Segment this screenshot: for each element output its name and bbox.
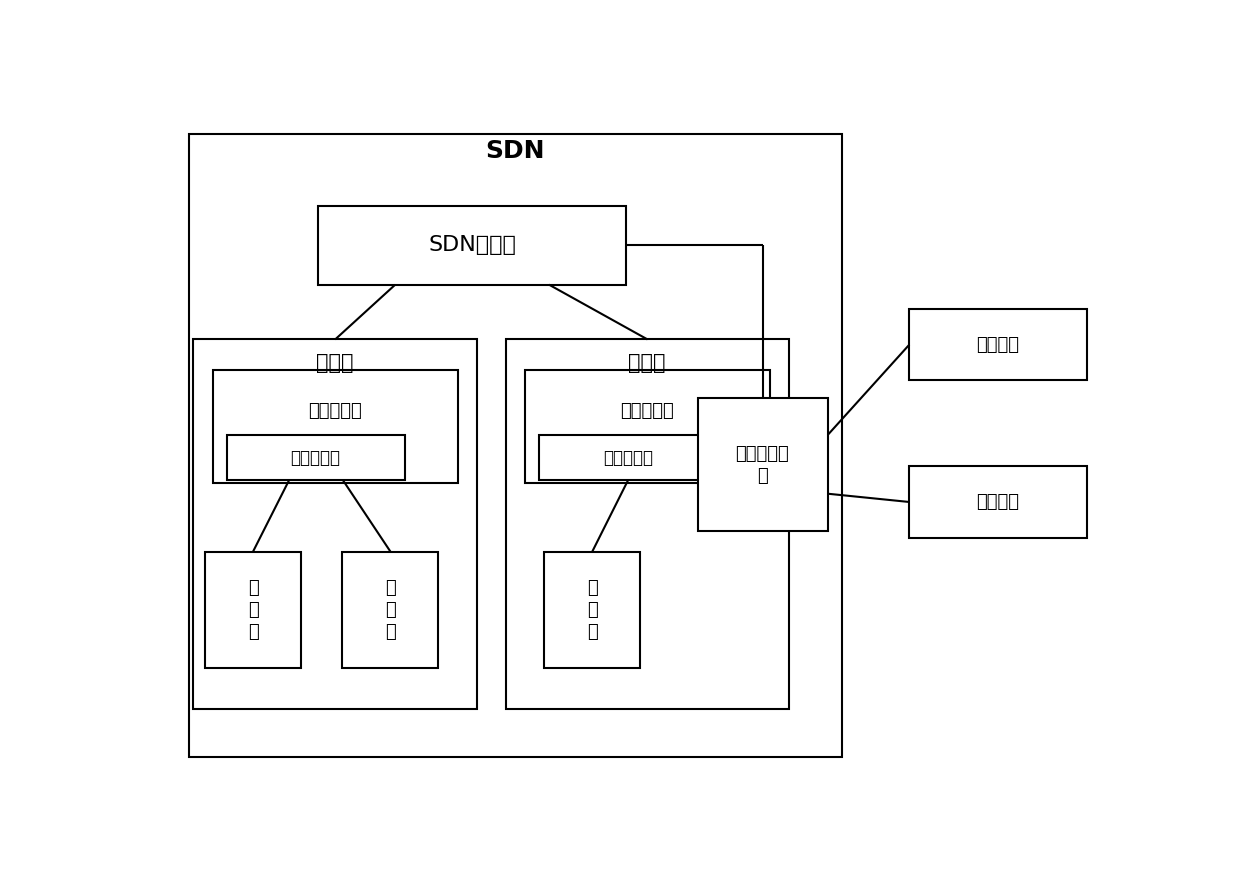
Text: 边界网关: 边界网关 bbox=[976, 493, 1019, 511]
Bar bbox=[188, 134, 842, 757]
Bar bbox=[909, 308, 1087, 380]
Text: 虚
拟
机: 虚 拟 机 bbox=[248, 579, 258, 641]
Text: SDN控制器: SDN控制器 bbox=[428, 235, 516, 255]
Text: 虚
拟
机: 虚 拟 机 bbox=[386, 579, 396, 641]
Bar bbox=[319, 206, 626, 284]
Bar bbox=[909, 466, 1087, 538]
Text: SDN: SDN bbox=[486, 140, 546, 164]
Bar bbox=[698, 397, 828, 531]
Text: 边界网关: 边界网关 bbox=[976, 336, 1019, 354]
Bar bbox=[342, 551, 439, 668]
Bar bbox=[506, 340, 789, 709]
Bar bbox=[205, 551, 301, 668]
Text: 服务器: 服务器 bbox=[629, 354, 666, 373]
Bar bbox=[525, 370, 770, 483]
Bar bbox=[544, 551, 640, 668]
Text: 分布式网关: 分布式网关 bbox=[603, 449, 652, 467]
Text: 虚
拟
机: 虚 拟 机 bbox=[587, 579, 598, 641]
Bar bbox=[213, 370, 458, 483]
Text: 分布式网关: 分布式网关 bbox=[290, 449, 341, 467]
Bar bbox=[193, 340, 477, 709]
Bar bbox=[539, 436, 717, 480]
Text: 虚拟交换机: 虚拟交换机 bbox=[308, 403, 362, 420]
Bar bbox=[227, 436, 404, 480]
Text: 虚拟交换机: 虚拟交换机 bbox=[620, 403, 673, 420]
Text: 动态路由代
理: 动态路由代 理 bbox=[735, 444, 789, 485]
Text: 服务器: 服务器 bbox=[316, 354, 353, 373]
